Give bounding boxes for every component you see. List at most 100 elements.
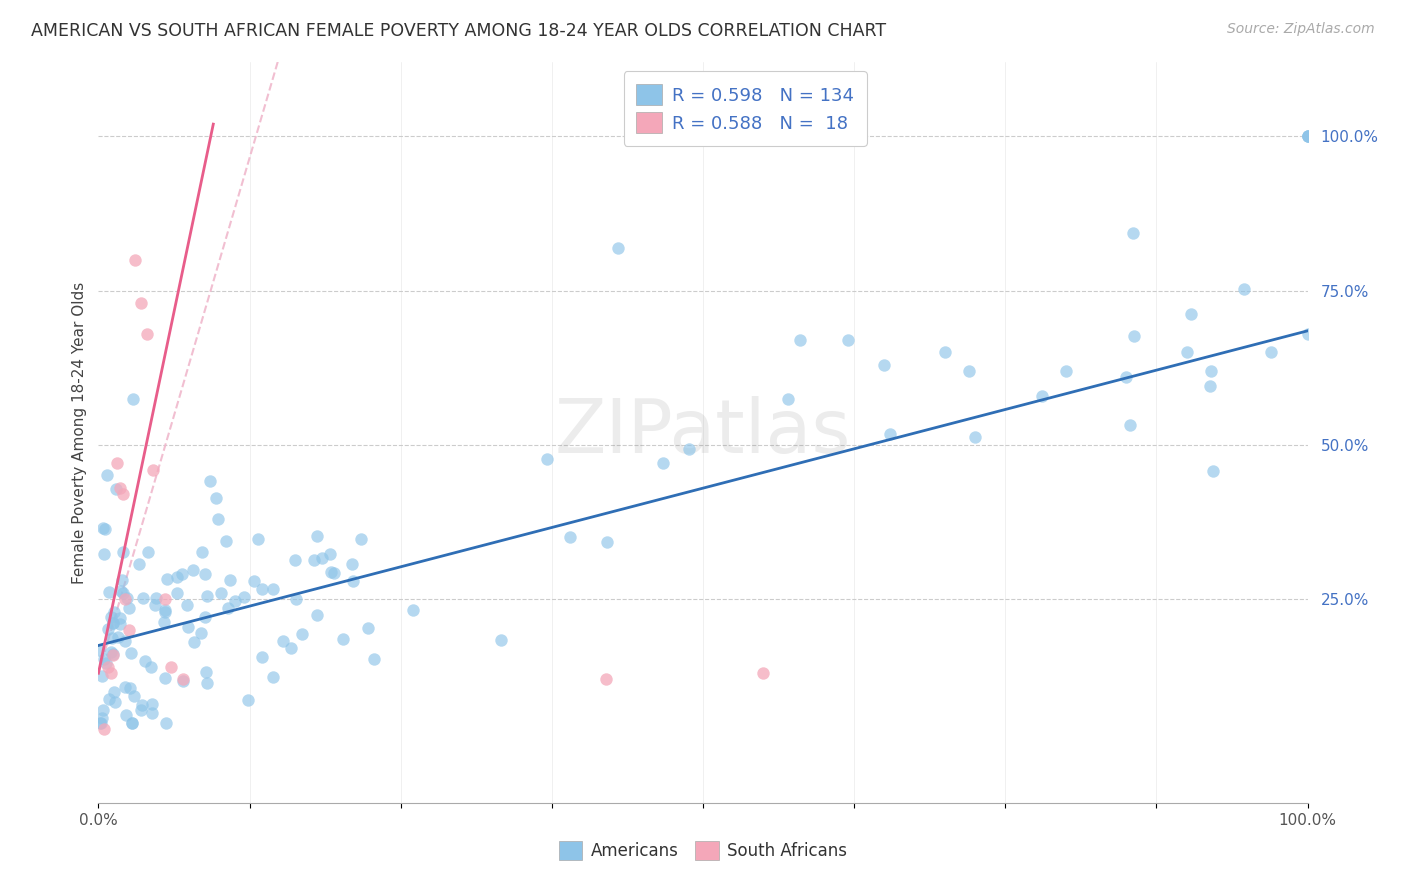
Point [177, 620, 200, 634]
Point [91, 703, 114, 717]
Point [172, 674, 194, 689]
Point [607, 240, 630, 255]
Point [307, 528, 329, 542]
Point [103, 616, 125, 631]
Point [752, 666, 775, 681]
Point [120, 647, 142, 661]
Point [114, 707, 136, 722]
Point [236, 693, 259, 707]
Point [103, 684, 125, 698]
Point [121, 715, 143, 730]
Point [224, 593, 246, 607]
Point [100, 610, 122, 624]
Point [873, 358, 896, 372]
Point [121, 392, 143, 406]
Point [190, 625, 212, 640]
Point [233, 590, 256, 604]
Point [262, 582, 284, 596]
Point [97, 660, 120, 674]
Point [280, 641, 302, 656]
Point [100, 666, 122, 681]
Point [170, 566, 193, 581]
Point [194, 610, 217, 624]
Point [1175, 345, 1198, 359]
Point [141, 697, 163, 711]
Point [166, 586, 188, 600]
Point [155, 715, 177, 730]
Point [94, 522, 117, 536]
Point [112, 585, 135, 599]
Text: AMERICAN VS SOUTH AFRICAN FEMALE POVERTY AMONG 18-24 YEAR OLDS CORRELATION CHART: AMERICAN VS SOUTH AFRICAN FEMALE POVERTY… [31, 22, 886, 40]
Point [243, 574, 266, 589]
Point [152, 615, 174, 630]
Point [302, 553, 325, 567]
Point [90, 668, 112, 682]
Point [250, 582, 273, 596]
Point [160, 660, 183, 674]
Point [131, 591, 153, 605]
Point [1122, 227, 1144, 241]
Point [101, 615, 124, 630]
Point [111, 573, 134, 587]
Point [250, 650, 273, 665]
Point [183, 634, 205, 648]
Point [108, 611, 131, 625]
Point [1054, 364, 1077, 378]
Point [1199, 379, 1222, 393]
Point [141, 706, 163, 720]
Point [145, 591, 167, 606]
Point [558, 530, 581, 544]
Point [181, 563, 204, 577]
Point [101, 647, 124, 661]
Point [1296, 129, 1319, 144]
Point [207, 511, 229, 525]
Point [789, 333, 811, 347]
Point [218, 573, 240, 587]
Point [319, 547, 342, 561]
Point [103, 695, 125, 709]
Point [195, 589, 218, 603]
Point [114, 592, 136, 607]
Point [247, 532, 270, 546]
Point [1122, 329, 1144, 343]
Point [93, 652, 115, 666]
Point [122, 690, 145, 704]
Point [114, 680, 136, 694]
Point [934, 345, 956, 359]
Point [107, 630, 129, 644]
Point [100, 645, 122, 659]
Point [194, 566, 217, 581]
Point [166, 570, 188, 584]
Point [90, 711, 112, 725]
Point [596, 535, 619, 549]
Point [153, 671, 176, 685]
Point [129, 703, 152, 717]
Point [103, 605, 125, 619]
Point [124, 252, 146, 267]
Point [134, 654, 156, 668]
Point [350, 532, 373, 546]
Point [112, 545, 135, 559]
Point [121, 715, 143, 730]
Point [120, 681, 142, 695]
Point [118, 600, 141, 615]
Point [357, 621, 380, 635]
Point [97, 622, 120, 636]
Point [96, 468, 118, 483]
Point [101, 648, 124, 662]
Y-axis label: Female Poverty Among 18-24 Year Olds: Female Poverty Among 18-24 Year Olds [72, 282, 87, 583]
Point [305, 607, 328, 622]
Point [190, 545, 212, 559]
Point [402, 603, 425, 617]
Point [262, 670, 284, 684]
Legend: Americans, South Africans: Americans, South Africans [551, 832, 855, 869]
Point [217, 601, 239, 615]
Point [957, 364, 980, 378]
Point [837, 333, 859, 347]
Point [1031, 389, 1053, 403]
Point [153, 603, 176, 617]
Point [156, 572, 179, 586]
Point [1115, 370, 1137, 384]
Point [195, 676, 218, 690]
Point [128, 558, 150, 572]
